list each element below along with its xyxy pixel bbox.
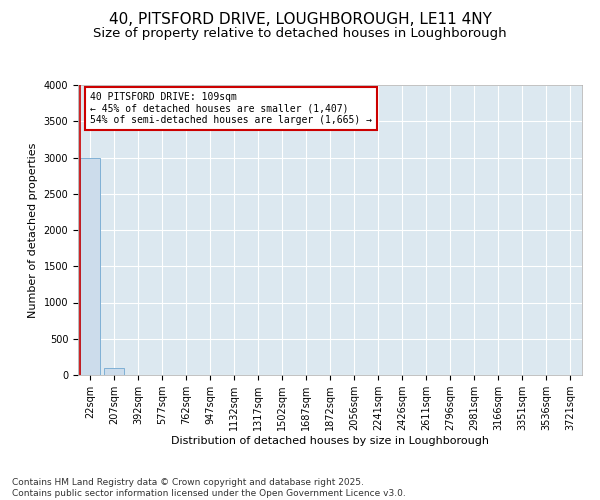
X-axis label: Distribution of detached houses by size in Loughborough: Distribution of detached houses by size …: [171, 436, 489, 446]
Bar: [104, 368, 124, 375]
Text: Contains HM Land Registry data © Crown copyright and database right 2025.
Contai: Contains HM Land Registry data © Crown c…: [12, 478, 406, 498]
Bar: [80, 158, 100, 375]
Text: Size of property relative to detached houses in Loughborough: Size of property relative to detached ho…: [93, 28, 507, 40]
Text: 40 PITSFORD DRIVE: 109sqm
← 45% of detached houses are smaller (1,407)
54% of se: 40 PITSFORD DRIVE: 109sqm ← 45% of detac…: [90, 92, 372, 126]
Text: 40, PITSFORD DRIVE, LOUGHBOROUGH, LE11 4NY: 40, PITSFORD DRIVE, LOUGHBOROUGH, LE11 4…: [109, 12, 491, 28]
Y-axis label: Number of detached properties: Number of detached properties: [28, 142, 38, 318]
